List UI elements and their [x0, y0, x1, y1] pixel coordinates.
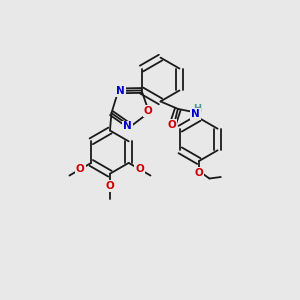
- Text: N: N: [123, 122, 132, 131]
- Text: H: H: [193, 104, 201, 114]
- Text: O: O: [194, 167, 203, 178]
- Text: O: O: [143, 106, 152, 116]
- Text: O: O: [135, 164, 144, 174]
- Text: O: O: [76, 164, 85, 174]
- Text: N: N: [191, 109, 200, 119]
- Text: O: O: [167, 120, 176, 130]
- Text: O: O: [106, 181, 114, 191]
- Text: N: N: [116, 86, 125, 96]
